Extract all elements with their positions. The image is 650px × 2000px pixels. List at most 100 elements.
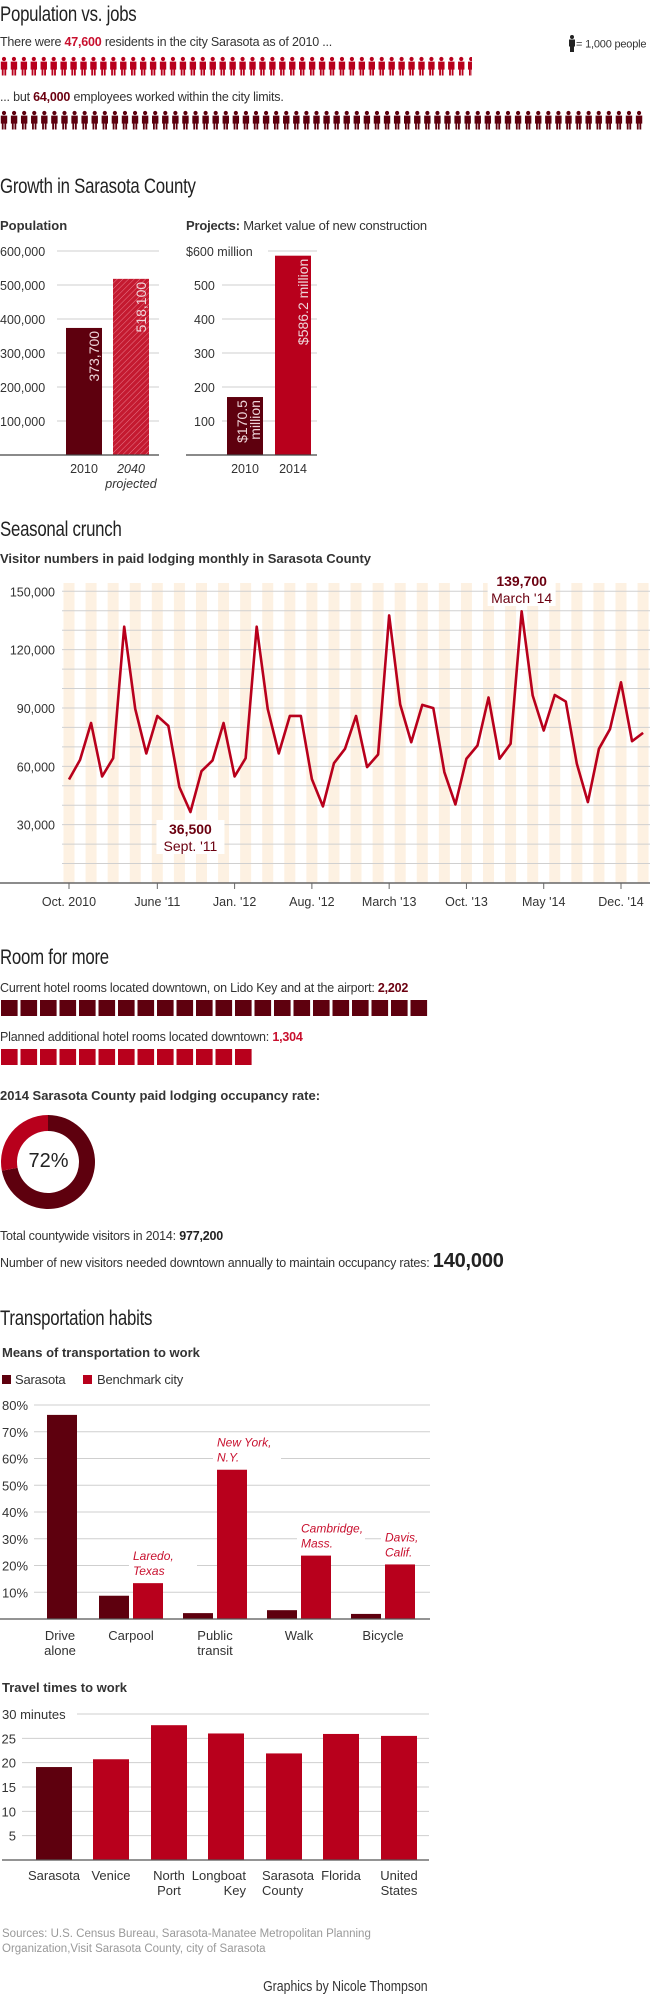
- legend-swatch-sarasota: [2, 1375, 11, 1384]
- person-leg: [468, 123, 470, 130]
- person-head: [526, 110, 531, 116]
- person-leg: [329, 69, 332, 76]
- month-stripe: [438, 583, 450, 883]
- person-leg: [160, 69, 163, 76]
- person-body: [252, 115, 260, 124]
- person-body: [249, 61, 256, 70]
- annotation-value: 139,700: [496, 573, 547, 589]
- person-head: [250, 56, 255, 62]
- person-body: [444, 115, 451, 124]
- month-stripe: [615, 583, 627, 883]
- person-leg: [354, 123, 357, 130]
- person-leg: [309, 69, 312, 76]
- person-leg: [586, 123, 589, 130]
- person-leg: [626, 123, 629, 130]
- person-body: [91, 115, 98, 124]
- bar-projects-2010: [227, 397, 263, 455]
- person-leg: [284, 123, 286, 130]
- current-rooms-value: 2,202: [377, 981, 409, 995]
- person-head: [379, 56, 384, 62]
- person-body: [575, 115, 582, 124]
- person-icon: [212, 110, 219, 130]
- person-leg: [74, 123, 77, 130]
- person-leg: [252, 69, 255, 76]
- person-head: [334, 110, 339, 116]
- person-head: [314, 110, 319, 116]
- person-leg: [142, 123, 145, 130]
- bar-sarasota: [267, 1610, 297, 1619]
- planned-rooms-value: 1,304: [272, 1030, 303, 1044]
- person-leg: [578, 123, 581, 130]
- person-leg: [163, 69, 166, 76]
- y-tick-label: 30%: [2, 1532, 28, 1547]
- bar-sarasota: [183, 1613, 213, 1619]
- benchmark-city-label: N.Y.: [217, 1451, 239, 1465]
- person-leg: [425, 123, 427, 130]
- person-icon: [448, 56, 455, 76]
- person-leg: [324, 123, 327, 130]
- person-leg: [304, 123, 306, 130]
- x-tick-label: Dec. '14: [598, 895, 644, 909]
- person-body: [20, 61, 28, 70]
- person-leg: [357, 123, 359, 130]
- person-body: [70, 61, 77, 70]
- bar-value-label: million: [247, 400, 263, 440]
- section-title-growth: Growth in Sarasota County: [0, 175, 196, 198]
- person-leg: [302, 69, 305, 76]
- person-icon: [393, 110, 401, 130]
- person-head: [260, 56, 265, 62]
- person-leg: [292, 69, 295, 76]
- person-body: [318, 61, 326, 70]
- person-leg: [415, 123, 417, 130]
- person-leg: [419, 69, 422, 76]
- person-body: [414, 115, 421, 124]
- person-body: [428, 61, 435, 70]
- person-head: [42, 110, 47, 116]
- y-tick-label: 20: [2, 1756, 16, 1771]
- person-head: [71, 56, 76, 62]
- person-head: [210, 56, 215, 62]
- person-body: [100, 61, 107, 70]
- x-tick-label: Drive: [45, 1628, 75, 1643]
- person-head: [193, 110, 198, 116]
- person-icon: [458, 56, 465, 76]
- person-head: [339, 56, 345, 62]
- person-body: [162, 115, 169, 124]
- person-body: [545, 115, 552, 124]
- person-head: [300, 56, 305, 62]
- annotation-value: 36,500: [169, 821, 212, 837]
- person-icon: [418, 56, 425, 76]
- person-body: [40, 61, 47, 70]
- person-leg: [568, 123, 571, 130]
- person-body: [299, 61, 306, 70]
- person-icon: [464, 110, 471, 130]
- person-leg: [243, 123, 246, 130]
- person-head: [389, 56, 394, 62]
- person-body: [0, 115, 8, 124]
- month-stripe: [240, 583, 252, 883]
- person-body: [50, 61, 57, 70]
- y-tick-label: 60%: [2, 1452, 28, 1467]
- room-square-planned: [137, 1049, 155, 1065]
- person-icon: [242, 110, 250, 130]
- person-body: [202, 115, 209, 124]
- y-tick-label: 200,000: [0, 381, 45, 395]
- person-leg: [439, 69, 441, 76]
- occupancy-title: 2014 Sarasota County paid lodging occupa…: [0, 1088, 321, 1103]
- person-leg: [364, 123, 367, 130]
- person-icon: [434, 110, 441, 130]
- person-icon: [283, 110, 290, 130]
- person-leg: [82, 123, 85, 130]
- person-icon: [368, 56, 375, 76]
- room-square-current: [40, 1000, 57, 1016]
- month-stripe: [85, 583, 97, 883]
- person-leg: [374, 123, 377, 130]
- person-leg: [286, 123, 289, 130]
- person-leg: [190, 69, 193, 76]
- person-icon: [149, 56, 157, 76]
- person-head: [91, 56, 96, 62]
- residents-post: residents in the city Sarasota as of 201…: [101, 35, 333, 49]
- room-square-current: [215, 1000, 233, 1016]
- person-head: [304, 110, 309, 116]
- person-head: [111, 56, 116, 62]
